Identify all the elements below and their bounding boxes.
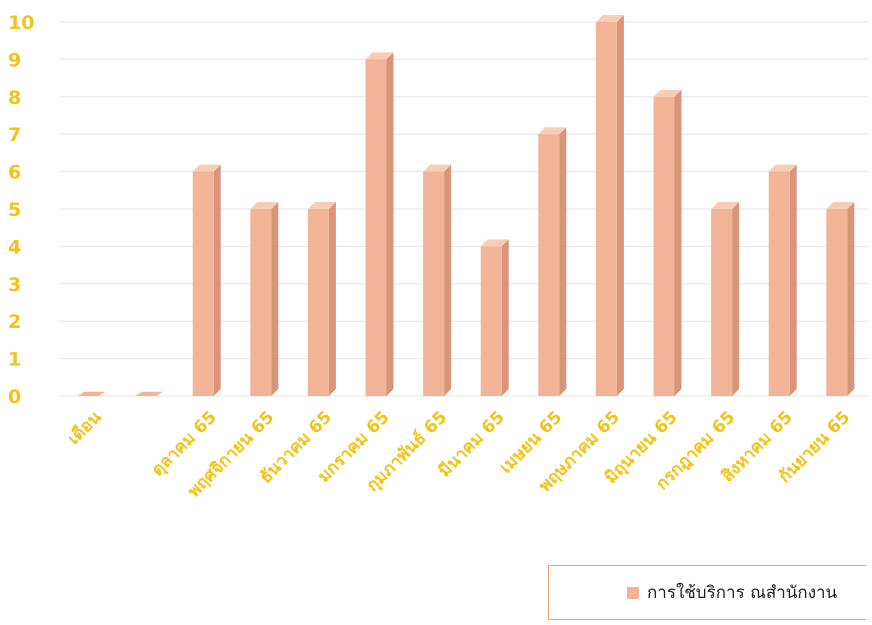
y-tick-label: 6 <box>8 162 21 184</box>
bar-side <box>501 239 509 396</box>
bar-top <box>77 391 106 396</box>
bar-top <box>307 202 336 209</box>
bar-front <box>480 246 502 396</box>
x-tick-label: เดือน <box>63 406 105 448</box>
bar <box>826 202 855 396</box>
bar-top <box>423 164 452 172</box>
bar-top <box>768 164 797 172</box>
bar <box>768 164 797 396</box>
y-tick-label: 4 <box>8 236 21 258</box>
bar-top <box>250 202 279 209</box>
y-axis-ticks: 0 1 2 3 4 5 6 7 8 9 10 <box>8 12 34 408</box>
bar-top <box>480 239 509 247</box>
bar-top <box>365 52 394 60</box>
y-tick-label: 1 <box>8 349 21 371</box>
grid-lines <box>60 21 868 397</box>
bar-front <box>711 209 733 396</box>
legend: การใช้บริการ ณสำนักงาน <box>548 565 866 620</box>
bar <box>480 239 509 396</box>
bar-top <box>192 164 221 172</box>
bar-side <box>386 52 394 397</box>
bar-top <box>595 15 624 22</box>
bar <box>250 202 279 396</box>
bar-front <box>307 209 329 396</box>
bar-top <box>135 391 164 396</box>
bar <box>365 52 394 397</box>
bar <box>423 164 452 396</box>
bar-front <box>653 96 675 397</box>
bar <box>192 164 221 396</box>
y-tick-label: 0 <box>8 386 21 408</box>
bar-front <box>250 209 272 396</box>
bar <box>307 202 336 396</box>
y-tick-label: 3 <box>8 274 21 296</box>
y-tick-label: 9 <box>8 49 21 71</box>
bar <box>595 15 624 396</box>
bar-top <box>711 202 740 209</box>
y-tick-label: 7 <box>8 124 21 146</box>
bar <box>77 391 106 396</box>
bar <box>653 89 682 397</box>
bar-top <box>653 89 682 97</box>
y-tick-label: 2 <box>8 311 21 333</box>
bar-side <box>847 202 855 396</box>
y-tick-label: 10 <box>8 12 34 34</box>
bar <box>711 202 740 396</box>
y-tick-label: 5 <box>8 199 21 221</box>
bar-side <box>674 89 682 397</box>
bar-top <box>538 127 567 135</box>
bar-front <box>826 209 848 396</box>
bar-front <box>192 171 214 396</box>
bar-side <box>789 164 797 396</box>
y-tick-label: 8 <box>8 87 21 109</box>
bar-side <box>328 202 336 396</box>
bar-front <box>538 134 560 396</box>
bar-front <box>365 59 387 397</box>
bar-side <box>271 202 279 396</box>
bar-front <box>595 22 617 396</box>
legend-swatch <box>627 586 639 599</box>
bar-side <box>732 202 740 396</box>
bar-side <box>444 164 452 396</box>
bars <box>77 15 855 397</box>
bar <box>135 391 164 396</box>
bar-top <box>826 202 855 209</box>
legend-label: การใช้บริการ ณสำนักงาน <box>647 583 838 603</box>
bar <box>538 127 567 396</box>
bar-front <box>423 171 445 396</box>
bar-front <box>768 171 790 396</box>
bar-side <box>213 164 221 396</box>
bar-side <box>616 15 624 396</box>
bar-side <box>559 127 567 396</box>
